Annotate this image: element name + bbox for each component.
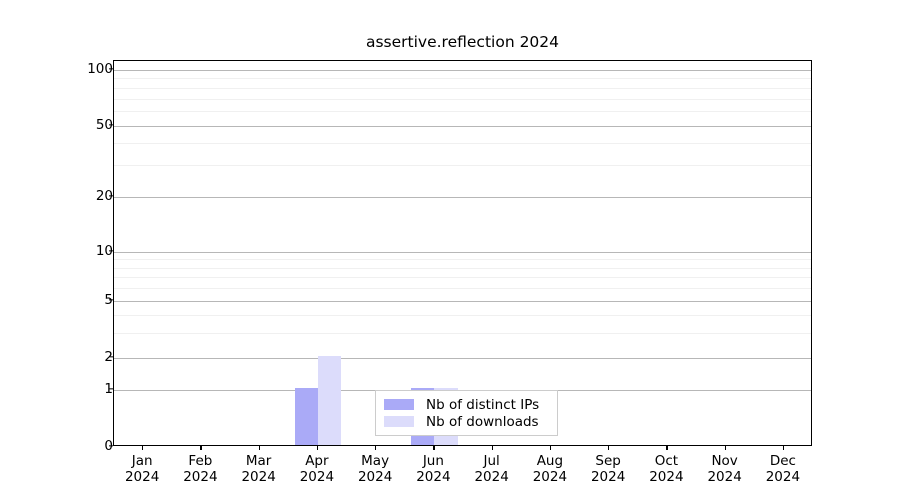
y-axis-tick-label: 5 <box>73 292 113 308</box>
y-axis-tick-mark <box>109 124 113 126</box>
x-axis-tick-mark <box>782 446 785 450</box>
gridline-major <box>114 196 811 198</box>
x-tick-month: Nov <box>711 453 738 469</box>
x-axis-tick-mark <box>375 446 377 450</box>
gridline-minor <box>114 143 811 145</box>
y-axis-tick-mark <box>109 388 113 390</box>
x-axis-tick-label-jan: Jan 2024 <box>102 453 182 485</box>
x-axis-tick-label-apr: Apr 2024 <box>277 453 357 485</box>
x-tick-year: 2024 <box>241 469 276 485</box>
x-tick-month: Sep <box>595 453 621 469</box>
x-tick-year: 2024 <box>765 469 801 485</box>
legend-swatch-icon-distinct-ips <box>384 399 414 410</box>
x-axis-tick-label-may: May 2024 <box>335 453 415 485</box>
gridline-minor <box>114 287 811 289</box>
x-axis-tick-mark <box>724 446 726 450</box>
y-axis-tick-mark <box>109 195 113 197</box>
x-axis-tick-label-dec: Dec 2024 <box>743 453 823 485</box>
x-tick-year: 2024 <box>649 469 684 485</box>
gridline-major <box>114 300 811 302</box>
gridline-minor <box>114 267 811 269</box>
bar-apr-downloads[interactable] <box>317 355 342 445</box>
y-axis-tick-mark <box>109 445 113 447</box>
x-axis-tick-label-sep: Sep 2024 <box>568 453 648 485</box>
legend-label-downloads: Nb of downloads <box>426 413 539 430</box>
x-tick-year: 2024 <box>299 469 335 485</box>
gridline-minor <box>114 332 811 334</box>
y-axis-tick-mark <box>109 250 113 252</box>
x-tick-month: May <box>361 453 390 469</box>
legend-label-distinct-ips: Nb of distinct IPs <box>426 396 540 413</box>
gridline-minor <box>114 78 811 80</box>
x-axis-tick-mark <box>316 446 319 450</box>
y-axis-tick-label: 50 <box>95 116 113 133</box>
x-tick-year: 2024 <box>532 469 568 485</box>
x-axis-tick-label-aug: Aug 2024 <box>510 453 590 485</box>
y-axis: 1005020105210 <box>64 60 113 454</box>
bar-apr-distinct-ips[interactable] <box>294 387 318 445</box>
x-tick-year: 2024 <box>590 469 626 485</box>
legend-item-downloads[interactable]: Nb of downloads <box>384 413 549 430</box>
x-tick-year: 2024 <box>124 469 160 485</box>
gridline-major <box>114 252 811 254</box>
chart-title: assertive.reflection 2024 <box>365 33 560 51</box>
x-tick-month: Dec <box>769 453 796 469</box>
chart-legend: Nb of distinct IPs Nb of downloads <box>375 390 558 436</box>
x-tick-month: Aug <box>536 453 564 469</box>
y-axis-tick-mark <box>109 356 113 358</box>
gridline-minor <box>114 277 811 279</box>
x-axis-tick-mark <box>549 446 552 450</box>
gridline-minor <box>114 259 811 261</box>
y-axis-tick-mark <box>109 68 113 70</box>
gridline-major <box>114 357 811 359</box>
y-axis-tick-label: 0 <box>73 438 113 454</box>
x-axis-tick-mark <box>433 446 435 450</box>
gridline-minor <box>114 165 811 167</box>
x-tick-year: 2024 <box>707 469 742 485</box>
x-tick-month: Mar <box>245 453 272 469</box>
y-axis-tick-label: 2 <box>73 349 113 365</box>
x-tick-year: 2024 <box>416 469 451 485</box>
gridline-minor <box>114 111 811 113</box>
y-axis-tick-label: 1 <box>73 381 113 397</box>
x-axis-tick-mark <box>258 446 260 450</box>
gridline-minor <box>114 98 811 100</box>
gridline-minor <box>114 87 811 89</box>
gridline-minor <box>114 314 811 316</box>
plot-area <box>113 60 812 446</box>
gridline-major <box>114 125 811 127</box>
x-tick-month: Apr <box>305 453 329 469</box>
x-axis-tick-label-jul: Jul 2024 <box>452 453 532 485</box>
y-axis-tick-label: 100 <box>87 60 113 77</box>
x-tick-month: Oct <box>654 453 679 469</box>
x-axis-tick-label-nov: Nov 2024 <box>685 453 765 485</box>
x-tick-month: Jul <box>483 453 500 469</box>
x-axis-tick-mark <box>491 446 493 450</box>
x-axis: Jan 2024 Feb 2024 Mar 2024 Apr 2024 May 2024 Jun 20… <box>113 446 812 496</box>
x-axis-tick-label-mar: Mar 2024 <box>219 453 299 485</box>
x-tick-year: 2024 <box>474 469 509 485</box>
x-axis-tick-mark <box>608 446 610 450</box>
x-tick-month: Jun <box>422 453 444 469</box>
x-tick-month: Feb <box>188 453 213 469</box>
x-axis-tick-mark <box>666 446 668 450</box>
x-axis-tick-mark <box>200 446 202 450</box>
x-axis-tick-mark <box>142 446 144 450</box>
legend-item-distinct-ips[interactable]: Nb of distinct IPs <box>384 396 549 413</box>
x-axis-tick-label-oct: Oct 2024 <box>626 453 706 485</box>
y-axis-tick-mark <box>109 299 113 301</box>
gridline-major <box>114 69 811 71</box>
x-axis-tick-label-jun: Jun 2024 <box>393 453 473 485</box>
x-tick-year: 2024 <box>183 469 218 485</box>
y-axis-tick-label: 10 <box>95 243 113 260</box>
legend-swatch-icon-downloads <box>384 416 414 427</box>
x-axis-tick-label-feb: Feb 2024 <box>160 453 240 485</box>
x-tick-month: Jan <box>131 453 153 469</box>
y-axis-tick-label: 20 <box>95 187 113 204</box>
x-tick-year: 2024 <box>357 469 393 485</box>
